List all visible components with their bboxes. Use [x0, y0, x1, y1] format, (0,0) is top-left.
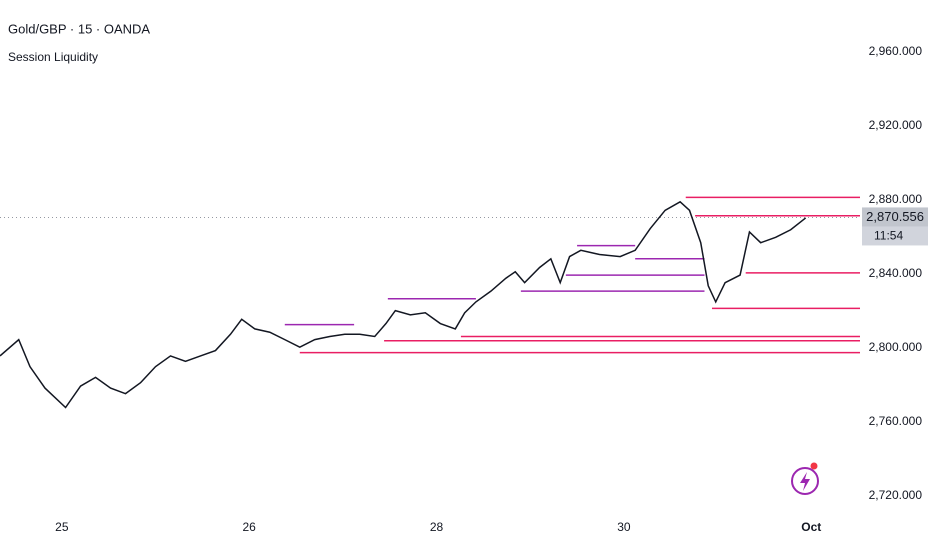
chart-title: Gold/GBP · 15 · OANDA	[8, 21, 150, 36]
y-tick-label: 2,760.000	[869, 414, 923, 428]
x-tick-label: 25	[55, 520, 69, 534]
price-line	[0, 200, 807, 409]
indicator-name: Session Liquidity	[8, 50, 98, 64]
y-tick-label: 2,880.000	[869, 192, 923, 206]
y-tick-label: 2,800.000	[869, 340, 923, 354]
x-tick-label: Oct	[801, 520, 821, 534]
current-price-label: 2,870.556	[866, 209, 924, 224]
app-logo	[791, 462, 819, 495]
price-label-box	[862, 207, 928, 246]
x-tick-label: 26	[243, 520, 257, 534]
price-label-top	[862, 207, 928, 227]
y-tick-label: 2,720.000	[869, 488, 923, 502]
y-tick-label: 2,840.000	[869, 266, 923, 280]
y-tick-label: 2,960.000	[869, 44, 923, 58]
y-tick-label: 2,920.000	[869, 118, 923, 132]
countdown-label: 11:54	[874, 229, 903, 243]
x-tick-label: 28	[430, 520, 444, 534]
x-tick-label: 30	[617, 520, 631, 534]
